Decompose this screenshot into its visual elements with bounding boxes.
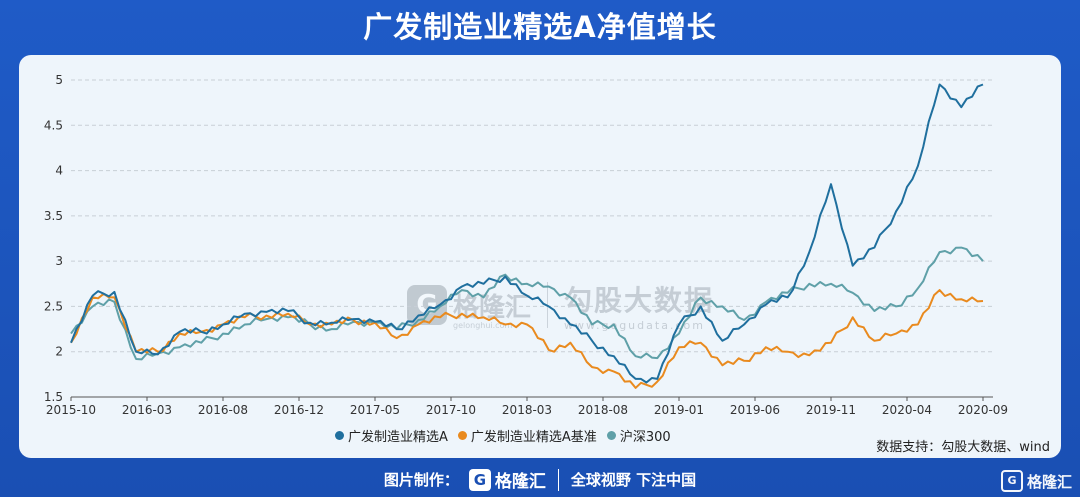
y-tick-label: 1.5 (44, 390, 63, 404)
legend-dot-icon (457, 430, 467, 440)
legend-item-benchmark: 广发制造业精选A基准 (457, 426, 597, 445)
x-tick-label: 2016-12 (274, 403, 324, 417)
x-tick-label: 2019-06 (730, 403, 780, 417)
footer-slogan: 全球视野 下注中国 (570, 471, 697, 489)
legend-item-hs300: 沪深300 (606, 426, 671, 445)
watermark-brand-sub: gelonghui.com (453, 321, 513, 330)
corner-brand-label: 格隆汇 (1026, 472, 1072, 491)
gelonghui-logo-icon: G (1000, 470, 1023, 492)
x-tick-label: 2020-04 (882, 403, 932, 417)
corner-brand: G 格隆汇 (1000, 470, 1072, 492)
legend-dot-icon (335, 430, 344, 440)
series-line (70, 83, 984, 384)
gelonghui-logo-icon: G (468, 468, 491, 491)
x-tick-label: 2019-11 (806, 403, 856, 417)
footer-brand: 格隆汇 (494, 472, 546, 492)
y-tick-label: 3.5 (44, 209, 63, 223)
y-tick-label: 2 (55, 345, 63, 359)
legend-label-hs300: 沪深300 (619, 429, 671, 445)
x-tick-label: 2017-10 (426, 403, 476, 417)
y-tick-label: 5 (55, 73, 63, 87)
x-tick-label: 2017-05 (350, 403, 400, 417)
legend-label-benchmark: 广发制造业精选A基准 (470, 429, 597, 445)
legend-label-fund: 广发制造业精选A (348, 429, 448, 445)
x-tick-label: 2016-03 (122, 403, 172, 417)
y-tick-label: 4.5 (44, 118, 63, 132)
x-tick-label: 2018-03 (502, 403, 552, 417)
y-tick-label: 2.5 (44, 299, 63, 313)
x-tick-label: 2015-10 (46, 403, 96, 417)
watermark-brand2: 勾股大数据 (564, 283, 715, 317)
footer-divider (557, 468, 559, 491)
y-tick-label: 3 (55, 254, 63, 268)
footer: 图片制作： G 格隆汇 全球视野 下注中国 (0, 462, 1080, 497)
footer-made-by: 图片制作： (383, 471, 459, 489)
legend-item-fund: 广发制造业精选A (335, 426, 448, 445)
series-line (70, 246, 984, 361)
legend-dot-icon (606, 430, 616, 440)
y-tick-label: 4 (55, 164, 63, 178)
x-tick-label: 2016-08 (198, 403, 248, 417)
x-tick-label: 2018-08 (578, 403, 628, 417)
x-tick-label: 2019-01 (654, 403, 704, 417)
legend: 广发制造业精选A 广发制造业精选A基准 沪深300 (335, 426, 681, 445)
x-tick-label: 2020-09 (958, 403, 1008, 417)
series-line (70, 289, 984, 389)
page-title: 广发制造业精选A净值增长 (363, 10, 717, 44)
source-note: 数据支持：勾股大数据、wind (876, 440, 1050, 455)
